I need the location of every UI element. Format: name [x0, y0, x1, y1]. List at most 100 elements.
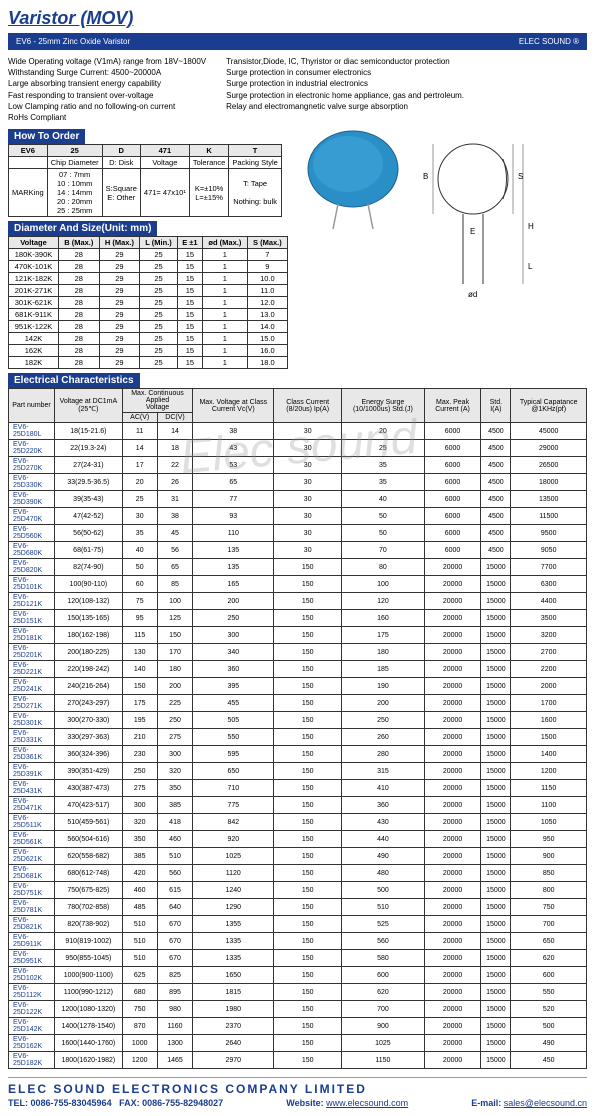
elec-cell: 30	[274, 542, 342, 559]
elec-cell: 130	[122, 644, 157, 661]
elec-cell: EV6-25D681K	[9, 865, 55, 882]
elec-cell: 200	[193, 593, 274, 610]
elec-cell: 15000	[481, 950, 511, 967]
elec-cell: 150	[274, 576, 342, 593]
dim-cell: 28	[59, 309, 100, 321]
elec-cell: 150	[274, 882, 342, 899]
elec-cell: 82(74-90)	[55, 559, 123, 576]
elec-cell: 910(819-1002)	[55, 933, 123, 950]
elec-cell: 150	[274, 559, 342, 576]
elec-cell: 1000(900-1100)	[55, 967, 123, 984]
elec-cell: 560(504-616)	[55, 831, 123, 848]
dim-cell: 29	[99, 297, 140, 309]
elec-cell: 670	[157, 916, 193, 933]
feature-line: Relay and electromangnetic valve surge a…	[226, 101, 464, 112]
elec-cell: 18	[157, 440, 193, 457]
elec-cell: 600	[511, 967, 587, 984]
elec-cell: 550	[193, 729, 274, 746]
elec-cell: 1600(1440-1760)	[55, 1035, 123, 1052]
elec-cell: EV6-25D201K	[9, 644, 55, 661]
elec-cell: 20000	[424, 1035, 481, 1052]
elec-cell: 240(216-264)	[55, 678, 123, 695]
elec-cell: 6000	[424, 474, 481, 491]
elec-cell: 450	[511, 1052, 587, 1069]
dim-cell: 1	[202, 249, 247, 261]
elec-cell: EV6-25D561K	[9, 831, 55, 848]
elec-cell: 15000	[481, 695, 511, 712]
banner-right: ELEC SOUND ®	[519, 37, 579, 46]
dim-cell: 28	[59, 297, 100, 309]
dim-cell: 15	[177, 345, 202, 357]
elec-cell: EV6-25D951K	[9, 950, 55, 967]
footer: ELEC SOUND ELECTRONICS COMPANY LIMITED T…	[8, 1077, 587, 1108]
footer-web-link[interactable]: www.elecsound.com	[326, 1098, 408, 1108]
dim-cell: 14.0	[247, 321, 287, 333]
elec-col: Max. Peak Current (A)	[424, 389, 481, 423]
elec-cell: 1500	[511, 729, 587, 746]
elec-cell: 14	[157, 423, 193, 440]
elec-cell: 250	[157, 712, 193, 729]
elec-cell: 775	[193, 797, 274, 814]
dim-cell: 15	[177, 357, 202, 369]
elec-cell: 4400	[511, 593, 587, 610]
dim-cell: 1	[202, 261, 247, 273]
elec-cell: 150	[274, 763, 342, 780]
elec-cell: 56	[157, 542, 193, 559]
footer-email-link[interactable]: sales@elecsound.cn	[504, 1098, 587, 1108]
svg-text:E: E	[470, 227, 475, 236]
elec-cell: 22	[157, 457, 193, 474]
dim-cell: 25	[140, 309, 178, 321]
elec-cell: 15000	[481, 763, 511, 780]
elec-cell: 17	[122, 457, 157, 474]
order-cell: S:SquareE: Other	[102, 169, 140, 217]
elec-cell: 150	[274, 797, 342, 814]
dim-cell: 15	[177, 321, 202, 333]
dim-cell: 29	[99, 273, 140, 285]
elec-cell: 50	[342, 525, 425, 542]
elec-cell: 30	[274, 423, 342, 440]
elec-cell: 4500	[481, 542, 511, 559]
elec-cell: 150	[274, 678, 342, 695]
elec-cell: 15000	[481, 729, 511, 746]
elec-cell: 320	[122, 814, 157, 831]
elec-cell: 750(675-825)	[55, 882, 123, 899]
elec-cell: EV6-25D391K	[9, 763, 55, 780]
elec-cell: EV6-25D180L	[9, 423, 55, 440]
elec-cell: 900	[342, 1018, 425, 1035]
elec-cell: EV6-25D162K	[9, 1035, 55, 1052]
elec-cell: 15000	[481, 627, 511, 644]
dim-cell: 1	[202, 321, 247, 333]
elec-cell: 15000	[481, 882, 511, 899]
elec-cell: 455	[193, 695, 274, 712]
elec-cell: 440	[342, 831, 425, 848]
dim-cell: 25	[140, 285, 178, 297]
elec-cell: 150	[274, 916, 342, 933]
elec-cell: 4500	[481, 474, 511, 491]
elec-cell: EV6-25D471K	[9, 797, 55, 814]
dim-col: E ±1	[177, 237, 202, 249]
elec-cell: 270(243-297)	[55, 695, 123, 712]
elec-cell: 2200	[511, 661, 587, 678]
elec-cell: 6000	[424, 542, 481, 559]
dim-cell: 15	[177, 249, 202, 261]
elec-cell: EV6-25D271K	[9, 695, 55, 712]
elec-cell: 2700	[511, 644, 587, 661]
elec-cell: 1650	[193, 967, 274, 984]
elec-cell: 780(702-858)	[55, 899, 123, 916]
elec-cell: 1150	[342, 1052, 425, 1069]
elec-cell: 220(198-242)	[55, 661, 123, 678]
elec-cell: 200	[157, 678, 193, 695]
elec-cell: 300	[122, 797, 157, 814]
dim-col: Voltage	[9, 237, 59, 249]
elec-cell: 470(423-517)	[55, 797, 123, 814]
elec-cell: 1465	[157, 1052, 193, 1069]
elec-cell: 1240	[193, 882, 274, 899]
elec-cell: 20000	[424, 797, 481, 814]
elec-cell: 125	[157, 610, 193, 627]
feature-line: Transistor,Diode, IC, Thyristor or diac …	[226, 56, 464, 67]
svg-text:H: H	[528, 222, 534, 231]
elec-cell: 150	[274, 780, 342, 797]
elec-cell: 20000	[424, 576, 481, 593]
dim-cell: 25	[140, 261, 178, 273]
elec-cell: 11500	[511, 508, 587, 525]
